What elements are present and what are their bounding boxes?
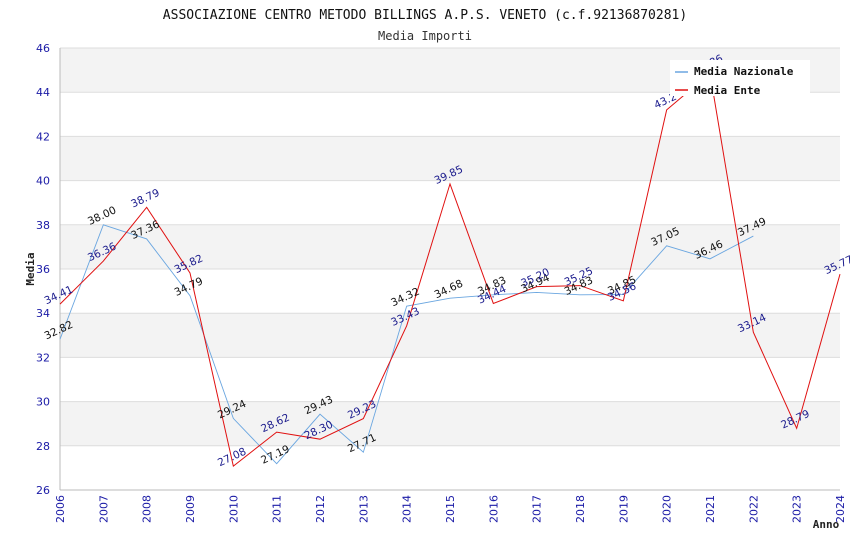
background-band bbox=[60, 92, 840, 137]
legend: Media Nazionale Media Ente bbox=[670, 60, 810, 97]
legend-label-media-nazionale: Media Nazionale bbox=[694, 65, 794, 78]
x-tick-label: 2020 bbox=[661, 495, 674, 523]
background-band bbox=[60, 180, 840, 225]
x-tick-label: 2015 bbox=[444, 495, 457, 523]
y-tick-label: 30 bbox=[36, 396, 50, 409]
x-tick-label: 2017 bbox=[531, 495, 544, 523]
y-tick-label: 36 bbox=[36, 263, 50, 276]
y-tick-label: 26 bbox=[36, 484, 50, 497]
chart-title: ASSOCIAZIONE CENTRO METODO BILLINGS A.P.… bbox=[163, 8, 687, 23]
y-tick-label: 42 bbox=[36, 130, 50, 143]
x-tick-label: 2024 bbox=[834, 495, 847, 523]
x-tick-label: 2012 bbox=[314, 495, 327, 523]
x-tick-label: 2010 bbox=[227, 495, 240, 523]
x-tick-label: 2023 bbox=[791, 495, 804, 523]
x-tick-label: 2019 bbox=[617, 495, 630, 523]
x-tick-label: 2014 bbox=[401, 495, 414, 523]
x-tick-label: 2016 bbox=[487, 495, 500, 523]
x-tick-label: 2007 bbox=[97, 495, 110, 523]
background-band bbox=[60, 136, 840, 181]
x-tick-label: 2013 bbox=[357, 495, 370, 523]
y-tick-label: 46 bbox=[36, 42, 50, 55]
y-tick-label: 34 bbox=[36, 307, 50, 320]
y-tick-label: 38 bbox=[36, 219, 50, 232]
x-tick-label: 2022 bbox=[747, 495, 760, 523]
x-tick-label: 2008 bbox=[141, 495, 154, 523]
x-tick-label: 2021 bbox=[704, 495, 717, 523]
x-axis-label: Anno bbox=[813, 518, 840, 531]
y-axis-label: Media bbox=[24, 252, 37, 285]
chart-subtitle: Media Importi bbox=[378, 29, 472, 43]
x-tick-labels: 2006 2007 2008 2009 2010 2011 2012 2013 2014 2015… bbox=[54, 495, 847, 523]
y-tick-labels: 26 28 30 32 34 36 38 40 42 44 46 bbox=[36, 42, 50, 497]
y-tick-label: 44 bbox=[36, 86, 50, 99]
background-band bbox=[60, 401, 840, 446]
background-band bbox=[60, 269, 840, 314]
x-tick-label: 2009 bbox=[184, 495, 197, 523]
background-band bbox=[60, 357, 840, 402]
background-band bbox=[60, 313, 840, 358]
y-tick-label: 28 bbox=[36, 440, 50, 453]
y-tick-label: 40 bbox=[36, 175, 50, 188]
y-tick-label: 32 bbox=[36, 351, 50, 364]
background-bands bbox=[60, 48, 840, 490]
background-band bbox=[60, 445, 840, 490]
background-band bbox=[60, 224, 840, 269]
legend-box bbox=[670, 60, 810, 96]
x-tick-label: 2018 bbox=[574, 495, 587, 523]
x-tick-label: 2011 bbox=[271, 495, 284, 523]
series-line-media-nazionale bbox=[59, 224, 754, 465]
legend-label-media-ente: Media Ente bbox=[694, 84, 761, 97]
x-tick-label: 2006 bbox=[54, 495, 67, 523]
